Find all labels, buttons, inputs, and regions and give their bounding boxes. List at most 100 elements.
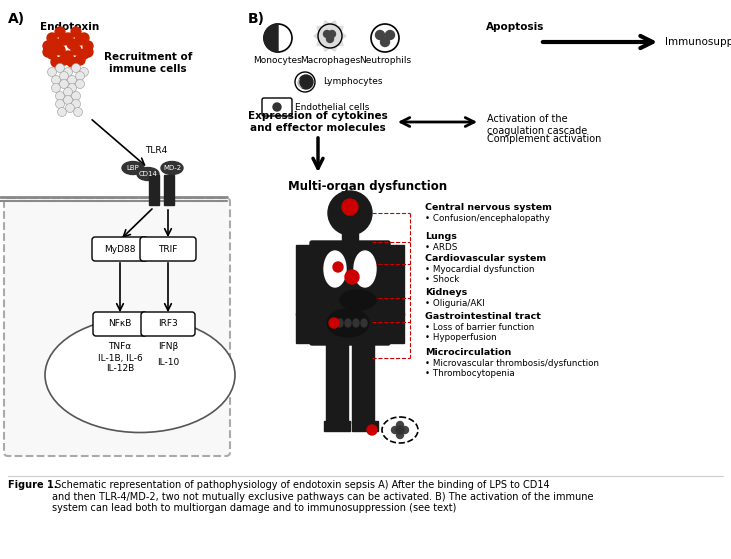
Circle shape [327,36,333,42]
Circle shape [48,68,56,77]
Circle shape [59,55,69,65]
Circle shape [328,31,336,37]
Text: Macrophages: Macrophages [300,56,360,65]
Text: LBP: LBP [126,165,140,171]
Text: IL-10: IL-10 [157,358,179,367]
Text: • ARDS: • ARDS [425,243,458,252]
Circle shape [80,68,88,77]
Text: Expression of cytokines
and effector molecules: Expression of cytokines and effector mol… [248,111,388,133]
Circle shape [43,41,53,51]
Ellipse shape [361,319,367,327]
Bar [342,233,358,245]
Text: Lungs: Lungs [425,232,457,241]
Text: A): A) [8,12,25,26]
Text: IL-1B, IL-6
IL-12B: IL-1B, IL-6 IL-12B [98,354,143,373]
Circle shape [75,79,85,88]
Bar [296,313,314,343]
Text: • Confusion/encephalopathy: • Confusion/encephalopathy [425,214,550,223]
Circle shape [55,27,65,37]
Circle shape [329,318,339,328]
Ellipse shape [161,162,183,174]
Text: Monocytes: Monocytes [254,56,303,65]
Text: TRIF: TRIF [159,244,178,253]
Circle shape [43,47,53,57]
Text: IRF3: IRF3 [158,320,178,329]
Ellipse shape [340,290,376,310]
Text: Schematic representation of pathophysiology of endotoxin sepsis A) After the bin: Schematic representation of pathophysiol… [52,480,594,513]
Circle shape [318,24,342,48]
Polygon shape [330,36,337,51]
Ellipse shape [122,162,144,174]
Polygon shape [330,21,337,36]
FancyBboxPatch shape [93,312,147,336]
Polygon shape [330,36,343,46]
Circle shape [385,31,395,40]
Circle shape [66,103,75,112]
Text: Gastrointestinal tract: Gastrointestinal tract [425,312,541,321]
Circle shape [64,68,72,77]
FancyBboxPatch shape [4,198,230,456]
Polygon shape [330,32,346,40]
Text: • Myocardial dysfunction
• Shock: • Myocardial dysfunction • Shock [425,265,534,285]
Polygon shape [314,32,330,40]
Circle shape [324,31,330,37]
Ellipse shape [327,309,369,337]
FancyBboxPatch shape [262,98,292,116]
Circle shape [72,92,80,101]
Text: Cardiovascular system: Cardiovascular system [425,254,546,263]
Circle shape [381,37,390,46]
Circle shape [72,64,80,73]
Text: CD14: CD14 [139,171,157,177]
Circle shape [75,55,85,65]
Wedge shape [264,24,278,52]
Circle shape [67,75,77,84]
Circle shape [371,24,399,52]
Text: • Oliguria/AKI: • Oliguria/AKI [425,299,485,308]
Circle shape [67,39,77,49]
Circle shape [56,92,64,101]
Circle shape [342,199,358,215]
Circle shape [63,33,73,43]
Ellipse shape [137,168,159,181]
Text: TNFα: TNFα [108,342,132,351]
Text: Multi-organ dysfunction: Multi-organ dysfunction [289,180,447,193]
Circle shape [64,96,72,105]
FancyBboxPatch shape [140,237,196,261]
Ellipse shape [337,319,343,327]
Circle shape [295,72,315,92]
Text: B): B) [248,12,265,26]
FancyBboxPatch shape [141,312,195,336]
Text: Figure 1.: Figure 1. [8,480,58,490]
Circle shape [71,45,81,55]
Bar [326,343,348,423]
Circle shape [51,75,61,84]
FancyBboxPatch shape [310,241,390,345]
Text: Activation of the
coagulation cascade: Activation of the coagulation cascade [487,114,587,136]
Text: Endotoxin: Endotoxin [40,22,99,32]
Circle shape [47,33,57,43]
Bar [164,175,174,205]
Circle shape [55,45,65,55]
Circle shape [72,100,80,108]
Text: Immunosuppression: Immunosuppression [665,37,731,47]
Bar [352,343,374,423]
Circle shape [79,49,89,59]
Circle shape [63,51,73,61]
Circle shape [56,64,64,73]
Circle shape [74,107,83,116]
Text: Neutrophils: Neutrophils [359,56,411,65]
Circle shape [396,432,404,438]
Text: • Loss of barrier function
• Hypoperfusion: • Loss of barrier function • Hypoperfusi… [425,323,534,343]
Ellipse shape [324,251,346,287]
Circle shape [396,421,404,429]
Text: Kidneys: Kidneys [425,288,467,297]
Circle shape [396,426,404,434]
Circle shape [64,88,72,97]
Bar [386,245,404,315]
Text: TLR4: TLR4 [145,146,167,155]
Circle shape [333,262,343,272]
Circle shape [51,57,61,67]
Ellipse shape [345,319,351,327]
Circle shape [67,57,77,67]
Circle shape [75,35,85,45]
